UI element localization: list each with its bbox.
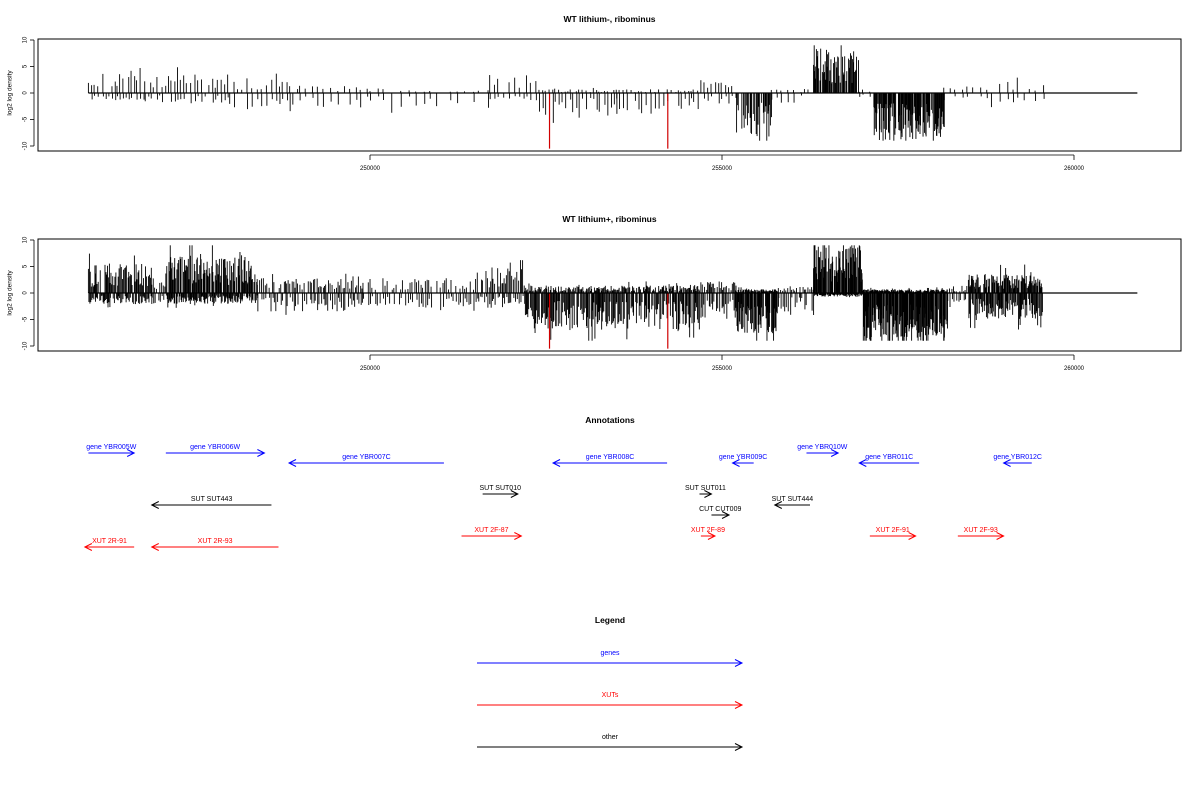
feature-label: gene YBR010W bbox=[797, 444, 847, 451]
arrow-head bbox=[734, 701, 744, 709]
arrow-head bbox=[83, 543, 93, 551]
feature-label: SUT SUT010 bbox=[479, 485, 521, 492]
feature-arrow bbox=[711, 511, 731, 519]
feature-arrow bbox=[150, 501, 272, 509]
feature-label: gene YBR009C bbox=[719, 454, 768, 461]
feature-arrow bbox=[699, 490, 713, 498]
feature-label: SUT SUT443 bbox=[191, 496, 233, 503]
y-tick-label: 10 bbox=[23, 36, 29, 43]
arrow-head bbox=[858, 459, 867, 467]
arrow-head bbox=[996, 532, 1005, 540]
arrow-head bbox=[704, 490, 713, 498]
feature-arrow bbox=[165, 449, 266, 457]
feature-label: gene YBR012C bbox=[993, 454, 1042, 461]
arrow-head bbox=[510, 490, 519, 498]
feature-label: gene YBR006W bbox=[190, 444, 240, 451]
feature-arrow bbox=[731, 459, 754, 467]
x-tick-label: 255000 bbox=[712, 366, 733, 372]
arrow-head bbox=[773, 501, 783, 509]
feature-arrow bbox=[461, 532, 523, 540]
y-axis-label: log2 log density bbox=[7, 270, 14, 316]
legend-arrow bbox=[477, 701, 744, 709]
annotation-features: gene YBR005W gene YBR006W gene YBR007C gene… bbox=[83, 444, 1042, 551]
feature-arrow bbox=[551, 459, 668, 467]
legend-label: XUTs bbox=[602, 692, 619, 699]
arrow-head bbox=[287, 459, 297, 467]
arrow-head bbox=[126, 449, 136, 457]
y-tick-label: -10 bbox=[23, 341, 29, 350]
feature-label: SUT SUT444 bbox=[772, 496, 814, 503]
chart-title: WT lithium-, ribominus bbox=[563, 14, 655, 24]
y-tick-label: 10 bbox=[23, 236, 29, 243]
legend-arrow bbox=[477, 659, 744, 667]
y-tick-label: 0 bbox=[23, 291, 29, 295]
feature-arrow bbox=[287, 459, 444, 467]
arrow-head bbox=[731, 459, 740, 467]
feature-label: XUT 2R-91 bbox=[92, 538, 127, 545]
chart-title: WT lithium+, ribominus bbox=[562, 214, 656, 224]
signal-bars bbox=[87, 245, 1043, 341]
x-tick-label: 260000 bbox=[1064, 366, 1085, 372]
arrow-head bbox=[830, 449, 840, 457]
feature-arrow bbox=[88, 449, 136, 457]
arrow-head bbox=[707, 532, 717, 540]
legend-label: genes bbox=[600, 650, 620, 657]
legend-title: Legend bbox=[595, 615, 625, 625]
y-axis-label: log2 log density bbox=[7, 70, 14, 116]
feature-label: XUT 2F-89 bbox=[691, 527, 725, 534]
legend-arrow bbox=[477, 743, 744, 751]
y-tick-label: 5 bbox=[23, 64, 29, 68]
signal-bars bbox=[87, 45, 1045, 141]
feature-label: XUT 2F-87 bbox=[474, 527, 508, 534]
x-tick-label: 260000 bbox=[1064, 166, 1085, 172]
feature-arrow bbox=[482, 490, 519, 498]
annotations-title: Annotations bbox=[585, 415, 635, 425]
feature-label: gene YBR011C bbox=[865, 454, 913, 461]
feature-label: XUT 2F-91 bbox=[876, 527, 910, 534]
arrow-head bbox=[150, 543, 159, 551]
legend-label: other bbox=[602, 734, 619, 741]
x-tick-label: 250000 bbox=[360, 366, 381, 372]
feature-arrow bbox=[150, 543, 279, 551]
feature-arrow bbox=[773, 501, 810, 509]
y-tick-label: 5 bbox=[23, 264, 29, 268]
feature-arrow bbox=[83, 543, 135, 551]
feature-arrow bbox=[1002, 459, 1032, 467]
y-tick-label: -10 bbox=[23, 141, 29, 150]
y-tick-label: 0 bbox=[23, 91, 29, 95]
feature-arrow bbox=[858, 459, 920, 467]
feature-label: gene YBR008C bbox=[586, 454, 635, 461]
y-tick-label: -5 bbox=[23, 116, 29, 122]
y-tick-label: -5 bbox=[23, 316, 29, 322]
feature-arrow bbox=[957, 532, 1005, 540]
feature-label: SUT SUT011 bbox=[685, 485, 726, 492]
arrow-head bbox=[1002, 459, 1011, 467]
arrow-head bbox=[721, 511, 731, 519]
arrow-head bbox=[734, 659, 744, 667]
plot-frame bbox=[37, 38, 1182, 152]
feature-label: gene YBR007C bbox=[342, 454, 391, 461]
arrow-head bbox=[551, 459, 561, 467]
feature-arrow bbox=[700, 532, 717, 540]
feature-label: XUT 2F-93 bbox=[964, 527, 998, 534]
arrow-head bbox=[514, 532, 523, 540]
feature-arrow bbox=[869, 532, 917, 540]
x-tick-label: 255000 bbox=[712, 166, 733, 172]
arrow-head bbox=[150, 501, 159, 509]
arrow-head bbox=[908, 532, 917, 540]
plot-frame bbox=[37, 238, 1182, 352]
arrow-head bbox=[257, 449, 266, 457]
x-tick-label: 250000 bbox=[360, 166, 381, 172]
feature-label: CUT CUT009 bbox=[699, 506, 741, 513]
feature-arrow bbox=[806, 449, 840, 457]
feature-label: XUT 2R-93 bbox=[198, 538, 233, 545]
feature-label: gene YBR005W bbox=[86, 444, 136, 451]
arrow-head bbox=[734, 743, 744, 751]
